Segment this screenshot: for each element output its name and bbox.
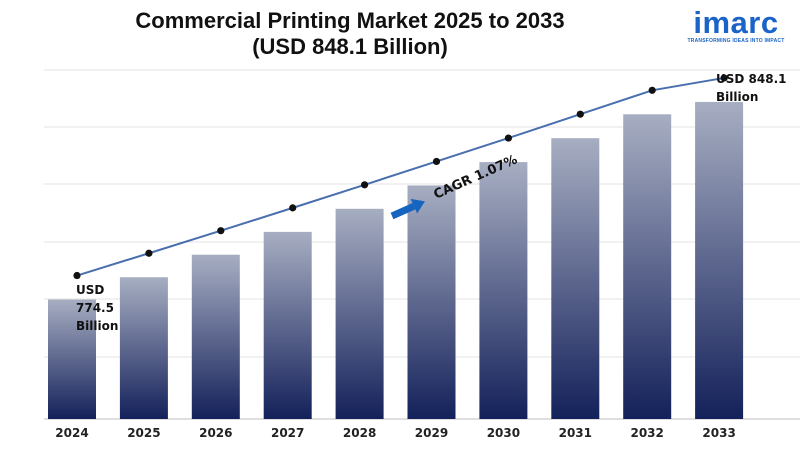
end-label-line-2: Billion xyxy=(716,90,758,104)
x-tick-2032: 2032 xyxy=(630,426,663,440)
chart-title: Commercial Printing Market 2025 to 2033 … xyxy=(0,8,700,60)
x-tick-2033: 2033 xyxy=(702,426,735,440)
trend-point-2033 xyxy=(720,74,728,82)
title-line-1: Commercial Printing Market 2025 to 2033 xyxy=(135,8,565,33)
trend-point-2024 xyxy=(73,271,81,280)
bar-2030 xyxy=(479,162,528,419)
x-tick-2029: 2029 xyxy=(415,426,448,440)
x-tick-2031: 2031 xyxy=(559,426,592,440)
x-tick-2030: 2030 xyxy=(487,426,520,440)
x-tick-2027: 2027 xyxy=(271,426,304,440)
trend-point-2028 xyxy=(361,181,369,189)
end-value-label: USD 848.1 Billion xyxy=(716,72,791,104)
bar-2028 xyxy=(335,208,384,419)
logo-tagline: TRANSFORMING IDEAS INTO IMPACT xyxy=(687,38,785,44)
start-label-line-2: 774.5 xyxy=(76,301,114,315)
bar-2029 xyxy=(407,185,456,419)
bar-2027 xyxy=(263,231,312,419)
trend-point-2029 xyxy=(432,157,441,166)
start-value-label: USD 774.5 Billion xyxy=(76,283,118,333)
trend-point-2031 xyxy=(576,110,584,118)
bar-2025 xyxy=(119,277,168,419)
trend-point-2032 xyxy=(648,86,656,94)
bar-2032 xyxy=(623,114,672,420)
trend-point-2030 xyxy=(504,134,512,142)
x-tick-2025: 2025 xyxy=(127,426,160,440)
start-label-line-1: USD xyxy=(76,283,104,297)
x-tick-2028: 2028 xyxy=(343,426,376,440)
bars xyxy=(48,101,744,420)
trend-point-2027 xyxy=(289,204,297,212)
bar-2024 xyxy=(48,299,96,419)
start-label-line-3: Billion xyxy=(76,319,118,333)
trend-point-2025 xyxy=(145,249,153,257)
logo-word: imarc xyxy=(693,5,779,40)
x-tick-2026: 2026 xyxy=(199,426,232,440)
x-tick-2024: 2024 xyxy=(55,426,88,440)
imarc-logo: imarc TRANSFORMING IDEAS INTO IMPACT xyxy=(686,5,786,45)
title-line-2: (USD 848.1 Billion) xyxy=(252,34,448,59)
x-tick-labels: 2024 2025 2026 2027 2028 2029 2030 2031 2032 2033 xyxy=(55,426,736,440)
trend-point-2026 xyxy=(217,227,225,235)
trend-points xyxy=(73,74,728,280)
bar-2026 xyxy=(191,254,240,419)
cagr-arrow-icon xyxy=(390,198,425,220)
end-label-line-1: USD 848.1 xyxy=(716,72,786,86)
bar-2033 xyxy=(695,101,744,419)
trend-line xyxy=(76,76,725,277)
bar-2031 xyxy=(551,138,600,420)
